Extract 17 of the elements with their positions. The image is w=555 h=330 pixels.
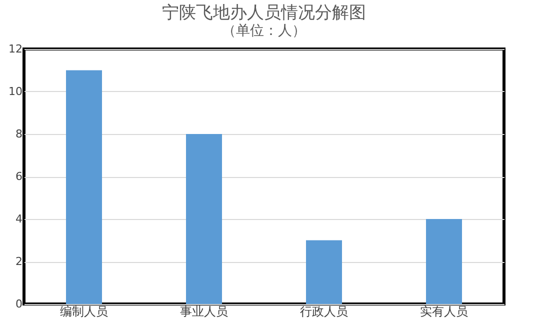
x-tick-label: 编制人员	[60, 304, 108, 318]
x-tick-label: 行政人员	[300, 304, 348, 318]
y-tick-label: 2	[16, 255, 22, 268]
y-tick-label: 0	[16, 298, 22, 310]
y-tick-label: 10	[8, 85, 22, 98]
bar	[426, 219, 462, 304]
chart-subtitle: （单位：人）	[222, 23, 306, 39]
bar	[66, 70, 102, 304]
bar	[306, 240, 342, 304]
chart-title: 宁陕飞地办人员情况分解图	[162, 3, 366, 23]
bar	[186, 134, 222, 304]
y-tick-label: 12	[8, 42, 22, 56]
y-tick-label: 4	[16, 212, 22, 226]
y-tick-label: 8	[16, 128, 22, 140]
y-tick-label: 6	[16, 170, 22, 183]
x-tick-label: 实有人员	[420, 304, 468, 318]
x-tick-label: 事业人员	[180, 304, 228, 318]
